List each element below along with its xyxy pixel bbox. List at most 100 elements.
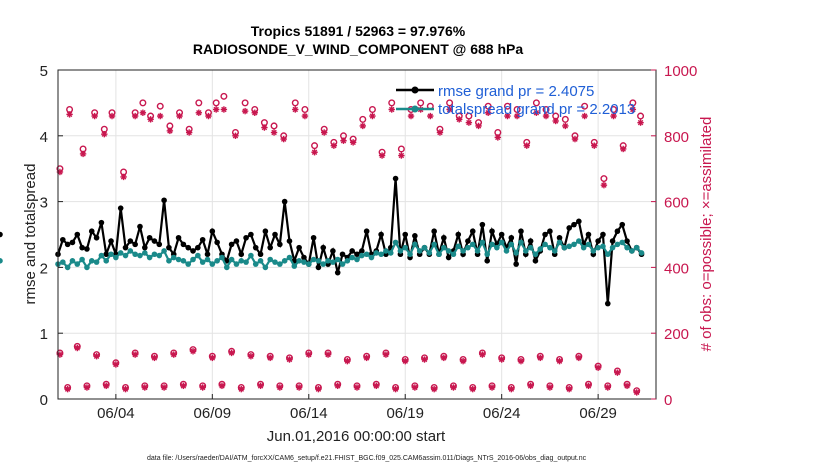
obs-assimilated-marker-3-23 — [280, 135, 287, 143]
series-point-totalspread-16 — [132, 251, 138, 258]
x-axis-ticks: 06/04 06/09 06/14 06/19 06/24 06/29 — [97, 394, 617, 422]
y-right-tick-label-1: 200 — [664, 326, 689, 343]
obs-assimilated-marker-3-26 — [311, 149, 318, 156]
series-point-totalspread-77 — [426, 250, 433, 256]
series-point-totalspread-46 — [277, 261, 283, 267]
obs-count-markers — [56, 92, 645, 396]
plot-frame — [57, 69, 657, 400]
series-point-totalspread-47 — [281, 258, 288, 264]
series-point-rmse-81 — [445, 254, 452, 261]
series-point-rmse-89 — [484, 258, 491, 264]
obs-assimilated-marker-5-24 — [286, 356, 293, 363]
series-point-totalspread-90 — [489, 241, 495, 248]
series-point-totalspread-41 — [252, 261, 259, 267]
y-left-tick-label-0: 0 — [40, 392, 48, 409]
series-point-rmse-17 — [137, 223, 143, 230]
obs-possible-marker-2-56 — [600, 175, 608, 183]
y-left-tick-label-1: 1 — [40, 326, 48, 343]
x-tick-label-4: 06/24 — [483, 405, 521, 422]
series-point-rmse-8 — [93, 234, 100, 241]
obs-possible-marker-2-26 — [311, 142, 319, 150]
series-point-totalspread-93 — [503, 248, 510, 254]
series-point-rmse-1 — [60, 236, 66, 243]
series-point-rmse-107 — [571, 221, 577, 228]
series-point-rmse-117 — [619, 221, 626, 228]
series-point-rmse-118 — [624, 238, 630, 244]
obs-possible-marker-2-10 — [156, 102, 164, 110]
series-point-rmse-36 — [228, 241, 235, 248]
y-right-tick-label-5: 1000 — [664, 63, 697, 80]
series-point-rmse-11 — [108, 238, 114, 244]
series-point-totalspread-106 — [566, 243, 572, 250]
obs-assimilated-marker-3-27 — [321, 129, 328, 136]
x-tick-label-3: 06/19 — [386, 405, 424, 422]
series-point-rmse-102 — [547, 228, 553, 235]
series-point-rmse-41 — [252, 244, 259, 251]
series-point-totalspread-36 — [228, 256, 235, 263]
obs-assimilated-marker-5-11 — [160, 384, 168, 391]
series-point-totalspread-62 — [354, 256, 360, 263]
y-axis-right-ticks: 0 200 400 600 800 1000 — [651, 63, 697, 409]
series-point-totalspread-37 — [233, 261, 240, 267]
series-point-rmse-5 — [79, 244, 85, 251]
obs-assimilated-marker-3-45 — [494, 134, 502, 141]
obs-assimilated-marker-3-55 — [591, 142, 598, 149]
obs-assimilated-marker-5-38 — [421, 356, 428, 363]
obs-assimilated-marker-3-4 — [101, 130, 108, 138]
series-point-totalspread-68 — [383, 248, 389, 254]
series-point-totalspread-5 — [79, 256, 85, 263]
series-point-totalspread-25 — [175, 256, 182, 263]
obs-assimilated-marker-3-28 — [330, 142, 338, 149]
series-point-rmse-116 — [614, 228, 621, 235]
series-point-rmse-83 — [455, 231, 462, 238]
series-point-rmse-101 — [542, 231, 548, 238]
obs-assimilated-marker-5-12 — [170, 351, 177, 358]
series-point-rmse-99 — [532, 258, 539, 264]
series-point-totalspread-30 — [199, 259, 206, 265]
series-point-totalspread-78 — [431, 241, 437, 248]
obs-assimilated-marker-3-57 — [610, 112, 617, 120]
series-point-totalspread-73 — [407, 251, 413, 258]
series-point-totalspread-116 — [614, 241, 621, 248]
obs-assimilated-marker-3-49 — [533, 109, 540, 116]
series-point-rmse-22 — [161, 197, 167, 204]
series-point-rmse-15 — [127, 238, 134, 244]
obs-assimilated-marker-5-6 — [112, 361, 120, 368]
series-point-rmse-64 — [363, 228, 370, 235]
obs-possible-marker-2-37 — [417, 99, 425, 107]
series-point-totalspread-66 — [373, 250, 380, 256]
series-point-rmse-6 — [84, 246, 90, 252]
series-point-totalspread-95 — [513, 250, 519, 256]
obs-assimilated-marker-5-59 — [623, 382, 631, 390]
series-point-totalspread-119 — [629, 248, 635, 254]
series-point-rmse-115 — [609, 238, 616, 244]
obs-possible-marker-2-14 — [195, 99, 203, 107]
series-point-rmse-16 — [132, 241, 138, 248]
series-point-rmse-63 — [359, 248, 365, 254]
legend-totalspread-label: totalspread grand pr = 2.2013 — [438, 101, 635, 118]
obs-assimilated-marker-5-20 — [247, 353, 255, 360]
series-point-rmse-106 — [566, 225, 572, 231]
series-point-totalspread-98 — [527, 244, 534, 251]
obs-possible-marker-2-34 — [388, 99, 396, 107]
obs-assimilated-marker-3-47 — [513, 112, 521, 120]
obs-assimilated-marker-5-46 — [498, 356, 505, 363]
series-point-totalspread-20 — [151, 251, 158, 258]
obs-possible-marker-2-44 — [484, 102, 492, 110]
obs-assimilated-marker-5-5 — [103, 382, 110, 390]
obs-assimilated-marker-3-34 — [388, 106, 395, 113]
series-point-totalspread-91 — [494, 244, 500, 251]
obs-assimilated-marker-5-17 — [218, 382, 226, 390]
obs-assimilated-marker-3-20 — [251, 109, 258, 116]
obs-assimilated-marker-5-26 — [305, 351, 312, 358]
series-point-rmse-19 — [146, 234, 153, 241]
series-point-totalspread-57 — [330, 259, 336, 265]
series-point-rmse-112 — [595, 238, 601, 244]
series-point-totalspread-2 — [64, 264, 71, 271]
obs-assimilated-marker-3-35 — [398, 152, 405, 159]
obs-assimilated-marker-5-15 — [199, 384, 206, 391]
series-point-totalspread-4 — [74, 261, 81, 267]
obs-assimilated-marker-5-41 — [450, 384, 457, 391]
obs-assimilated-marker-5-43 — [469, 385, 476, 393]
